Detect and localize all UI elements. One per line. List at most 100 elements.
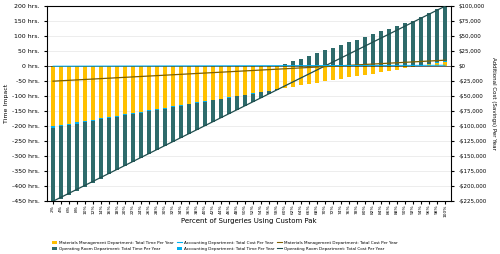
Bar	[243, 94, 248, 95]
Bar	[395, 26, 400, 66]
Bar	[251, 66, 256, 93]
Bar	[99, 118, 103, 119]
Bar	[67, 123, 71, 125]
Bar	[91, 121, 96, 183]
Bar	[411, 21, 416, 66]
Bar	[171, 107, 175, 142]
Bar	[323, 66, 328, 82]
Bar	[443, 61, 448, 62]
Bar	[275, 89, 280, 90]
Bar	[267, 91, 272, 94]
Bar	[419, 65, 424, 66]
Bar	[307, 66, 312, 84]
Bar	[283, 64, 288, 66]
Bar	[243, 95, 248, 106]
Bar	[235, 96, 240, 110]
Bar	[163, 108, 168, 146]
Bar	[427, 64, 432, 66]
Bar	[347, 66, 352, 77]
Bar	[83, 122, 87, 187]
Bar	[131, 66, 136, 113]
Bar	[323, 51, 328, 66]
Bar	[51, 128, 56, 203]
Bar	[363, 66, 368, 75]
X-axis label: Percent of Surgeries Using Custom Pak: Percent of Surgeries Using Custom Pak	[182, 218, 317, 225]
Bar	[379, 66, 384, 72]
Bar	[179, 66, 184, 105]
Bar	[187, 66, 192, 104]
Bar	[115, 66, 119, 116]
Bar	[83, 121, 87, 122]
Bar	[123, 114, 128, 115]
Bar	[251, 93, 256, 102]
Bar	[123, 115, 128, 166]
Bar	[227, 66, 232, 97]
Bar	[195, 102, 200, 103]
Bar	[195, 103, 200, 130]
Bar	[275, 66, 280, 89]
Bar	[403, 66, 407, 68]
Bar	[355, 40, 360, 66]
Bar	[147, 111, 152, 154]
Bar	[211, 100, 216, 122]
Bar	[347, 42, 352, 66]
Bar	[187, 104, 192, 134]
Bar	[75, 122, 80, 124]
Bar	[419, 17, 424, 65]
Bar	[83, 66, 87, 121]
Bar	[179, 105, 184, 106]
Bar	[147, 110, 152, 111]
Bar	[355, 66, 360, 76]
Bar	[219, 66, 224, 99]
Bar	[315, 53, 320, 66]
Legend: Materials Management Department: Total Time Per Year, Operating Room Department:: Materials Management Department: Total T…	[51, 239, 399, 252]
Bar	[387, 29, 392, 66]
Bar	[219, 99, 224, 118]
Bar	[435, 63, 440, 66]
Bar	[91, 120, 96, 121]
Bar	[371, 66, 376, 73]
Bar	[435, 9, 440, 62]
Bar	[259, 66, 264, 92]
Bar	[283, 66, 288, 88]
Bar	[307, 56, 312, 66]
Bar	[427, 13, 432, 64]
Bar	[371, 34, 376, 66]
Bar	[59, 66, 64, 125]
Bar	[211, 66, 216, 100]
Bar	[363, 37, 368, 66]
Bar	[339, 45, 344, 66]
Bar	[171, 106, 175, 107]
Bar	[443, 5, 448, 61]
Bar	[443, 62, 448, 66]
Bar	[155, 109, 160, 110]
Bar	[99, 66, 103, 118]
Bar	[403, 23, 407, 66]
Bar	[107, 118, 112, 174]
Bar	[107, 66, 112, 117]
Bar	[227, 98, 232, 114]
Bar	[131, 114, 136, 162]
Bar	[203, 66, 207, 101]
Bar	[139, 113, 143, 158]
Bar	[171, 66, 175, 106]
Bar	[203, 101, 207, 102]
Bar	[155, 110, 160, 150]
Bar	[267, 66, 272, 91]
Bar	[299, 66, 304, 85]
Bar	[107, 117, 112, 118]
Bar	[259, 92, 264, 98]
Bar	[51, 126, 56, 128]
Bar	[115, 117, 119, 170]
Bar	[179, 106, 184, 138]
Bar	[99, 119, 103, 179]
Bar	[163, 66, 168, 108]
Bar	[331, 66, 336, 80]
Bar	[51, 66, 56, 126]
Bar	[291, 66, 296, 87]
Bar	[139, 112, 143, 113]
Bar	[91, 66, 96, 120]
Bar	[115, 116, 119, 117]
Bar	[379, 31, 384, 66]
Bar	[131, 113, 136, 114]
